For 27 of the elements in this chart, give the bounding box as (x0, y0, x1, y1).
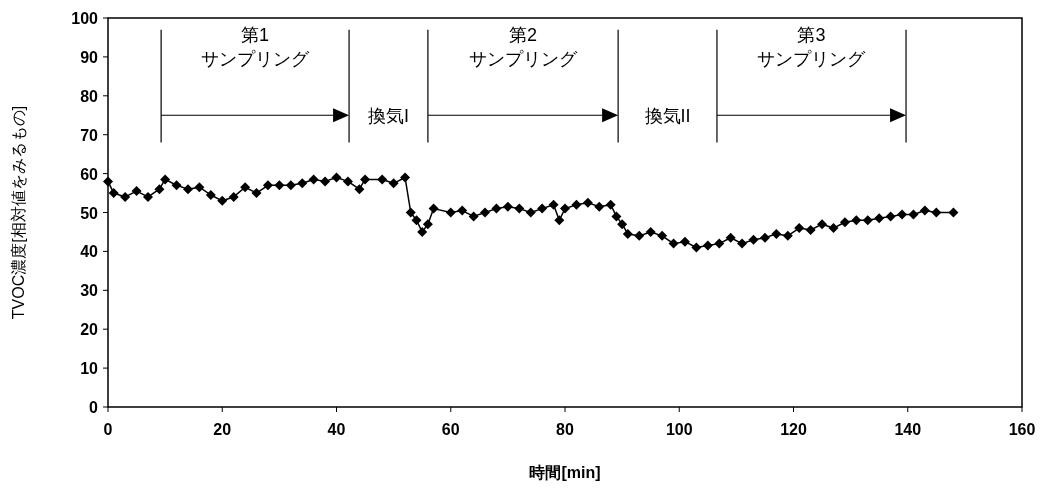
annotation: 第1 サンプリング (201, 25, 311, 70)
y-tick-label: 60 (80, 165, 99, 183)
y-tick-label: 10 (80, 360, 99, 378)
annotation: 第3 サンプリング (757, 25, 867, 70)
x-tick-label: 40 (327, 421, 346, 438)
x-tick-label: 60 (441, 421, 460, 438)
y-tick-label: 90 (80, 48, 99, 66)
y-tick-label: 20 (80, 321, 99, 339)
y-tick-label: 80 (80, 87, 99, 105)
y-tick-label: 0 (89, 399, 99, 416)
x-tick-label: 140 (894, 421, 922, 438)
y-axis-title: TVOC濃度[相対値をみるもの] (10, 105, 27, 320)
x-tick-label: 20 (213, 421, 232, 438)
x-axis-title: 時間[min] (529, 464, 601, 481)
x-tick-label: 0 (103, 421, 113, 438)
y-tick-label: 30 (80, 282, 99, 300)
annotation: 換気II (644, 106, 691, 127)
y-tick-label: 50 (80, 204, 99, 222)
annotation: 換気I (367, 106, 409, 127)
x-tick-label: 160 (1008, 421, 1036, 438)
y-tick-label: 40 (80, 243, 99, 261)
y-tick-label: 70 (80, 126, 99, 144)
x-tick-label: 120 (780, 421, 807, 438)
x-tick-label: 80 (556, 421, 574, 438)
y-tick-label: 100 (71, 10, 99, 27)
annotation: 第2 サンプリング (469, 25, 579, 70)
x-tick-label: 100 (665, 421, 693, 438)
